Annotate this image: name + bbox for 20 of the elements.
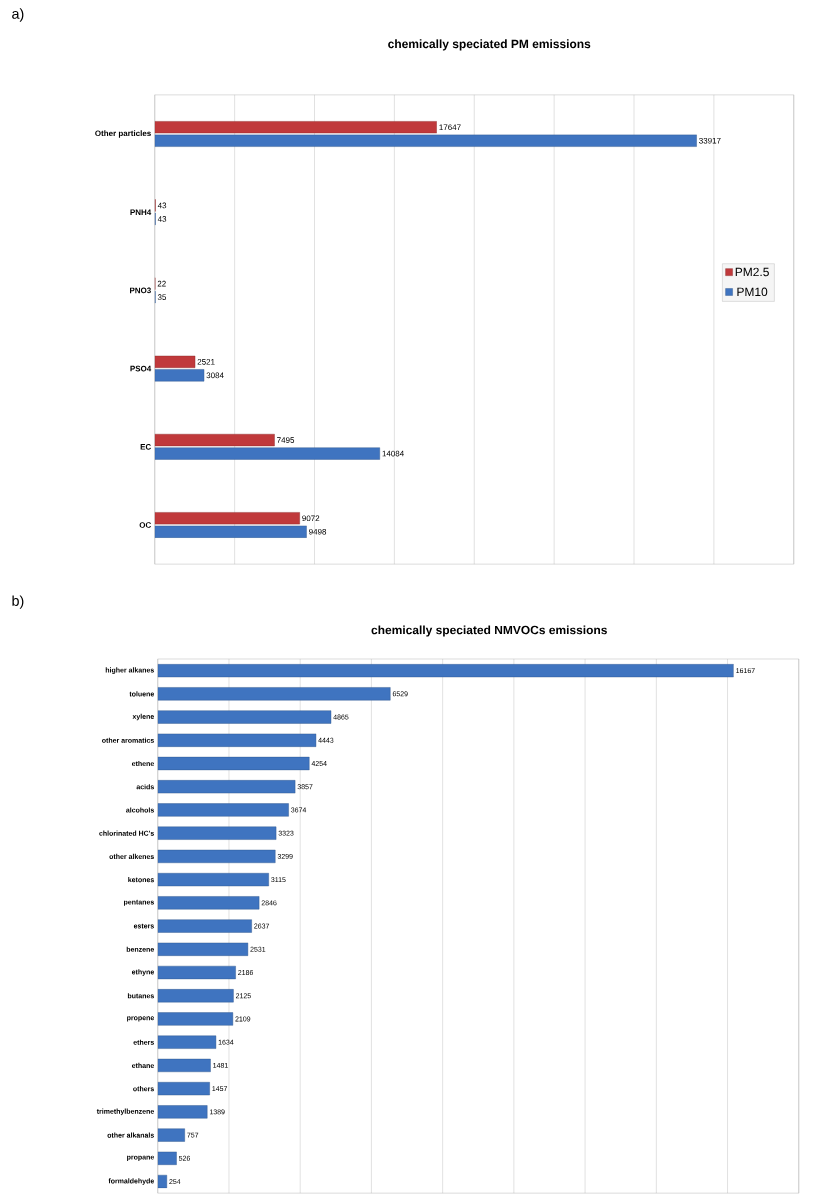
bar [157, 803, 289, 817]
text: b) [12, 595, 24, 609]
bar [157, 687, 391, 701]
bar [157, 919, 252, 933]
bar [154, 525, 307, 538]
bar [157, 896, 260, 910]
chart-title: chemically speciated PM emissions [388, 39, 591, 51]
text: a) [12, 8, 24, 22]
bar [157, 826, 277, 840]
bar [157, 1105, 208, 1119]
bar [157, 1128, 186, 1142]
chart-title: chemically speciated NMVOCs emissions [371, 625, 608, 637]
bar [154, 447, 381, 460]
legend-label: PM10 [737, 287, 768, 297]
bar [154, 369, 205, 382]
bar [154, 134, 697, 147]
bar [157, 710, 332, 724]
bar [157, 1012, 234, 1026]
bar [157, 1035, 217, 1049]
legend-label: PM2.5 [735, 267, 770, 277]
